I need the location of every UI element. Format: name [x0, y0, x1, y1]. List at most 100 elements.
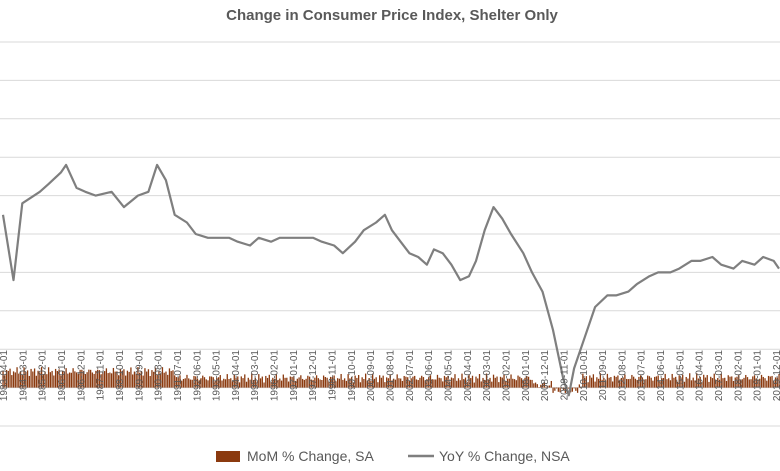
mom-bar: [4, 375, 6, 388]
mom-bar: [251, 373, 253, 388]
x-tick-label: 1997-01-01: [289, 350, 300, 402]
x-tick-label: 1999-10-01: [347, 350, 358, 402]
mom-bar: [622, 377, 624, 388]
mom-bar: [270, 381, 272, 388]
mom-bar: [210, 376, 213, 388]
mom-bar: [473, 382, 475, 388]
mom-bar: [147, 369, 150, 388]
mom-bar: [776, 377, 778, 388]
mom-bar: [400, 378, 402, 388]
mom-bar: [750, 379, 752, 388]
mom-bar: [452, 378, 454, 388]
mom-bar: [689, 373, 691, 388]
mom-bar: [245, 381, 248, 388]
mom-bar: [703, 374, 705, 388]
mom-bar: [156, 374, 158, 388]
legend-mom-label: MoM % Change, SA: [247, 448, 374, 464]
x-axis-ticks: 1983-04-01 1984-03-01 1985-02-01 1986-01-01…: [0, 350, 780, 402]
mom-bar: [499, 376, 502, 388]
mom-bar: [638, 376, 640, 388]
mom-bar: [443, 375, 446, 388]
mom-bar: [118, 375, 120, 388]
mom-bar: [252, 379, 255, 388]
mom-bar: [18, 373, 20, 388]
mom-bar: [86, 372, 88, 388]
mom-bar: [237, 376, 239, 388]
mom-bar: [340, 373, 342, 388]
mom-bar: [645, 379, 647, 388]
x-tick-label: 2019-01-01: [753, 350, 764, 402]
mom-bar: [140, 370, 143, 388]
mom-bar: [760, 374, 763, 388]
mom-bar: [636, 379, 638, 388]
mom-bar: [517, 375, 519, 388]
mom-bar: [2, 370, 4, 388]
mom-bar: [414, 375, 416, 388]
mom-bar: [435, 379, 437, 388]
mom-bar: [524, 377, 526, 388]
mom-bar: [177, 377, 179, 388]
mom-bar: [626, 378, 628, 388]
mom-bar: [105, 368, 108, 388]
mom-bar: [571, 387, 574, 392]
mom-bar: [585, 376, 588, 388]
mom-bar: [109, 372, 111, 388]
mom-bar: [678, 375, 680, 388]
mom-bar: [116, 371, 118, 388]
mom-bar: [741, 379, 743, 388]
mom-bar: [729, 376, 731, 388]
mom-bar: [766, 380, 768, 388]
mom-bar: [207, 380, 209, 388]
x-tick-label: 2011-09-01: [598, 350, 609, 401]
mom-bar: [216, 377, 218, 388]
mom-bar: [266, 377, 269, 388]
mom-bar: [273, 378, 276, 388]
mom-bar: [219, 375, 221, 388]
mom-bar: [522, 380, 524, 388]
mom-bar: [748, 379, 750, 388]
mom-bar: [634, 378, 637, 388]
mom-bar: [231, 381, 234, 388]
mom-bar: [541, 383, 544, 388]
mom-bar: [668, 378, 670, 388]
mom-bar: [373, 378, 376, 388]
mom-bar: [640, 375, 642, 388]
mom-bar: [349, 378, 351, 388]
mom-bar: [174, 375, 176, 388]
mom-bar: [694, 380, 696, 388]
x-tick-label: 2016-04-01: [695, 350, 706, 402]
mom-bar: [459, 380, 461, 388]
mom-bar: [496, 376, 498, 388]
mom-bar: [221, 380, 223, 388]
mom-bar: [482, 377, 484, 388]
mom-bar: [407, 377, 409, 388]
x-tick-label: 1987-11-01: [96, 350, 107, 401]
mom-bar: [505, 380, 507, 388]
mom-bar: [461, 373, 463, 388]
mom-bar: [35, 375, 37, 388]
mom-bar: [365, 373, 367, 388]
mom-bar: [135, 373, 137, 388]
mom-bar: [249, 379, 251, 388]
mom-bar: [265, 375, 267, 388]
mom-bar: [75, 372, 78, 388]
mom-bar: [226, 374, 228, 388]
x-tick-label: 2009-11-01: [559, 350, 570, 401]
mom-bar: [415, 379, 418, 388]
mom-bar: [394, 379, 397, 388]
mom-bar: [380, 377, 383, 388]
mom-bar: [308, 376, 311, 388]
mom-bar: [753, 375, 756, 388]
mom-bar: [51, 370, 53, 388]
legend: MoM % Change, SA YoY % Change, NSA: [216, 448, 570, 464]
x-tick-label: 1986-12-01: [76, 350, 87, 402]
x-tick-label: 2019-12-01: [772, 350, 780, 402]
mom-bar: [757, 379, 759, 388]
mom-bar: [25, 372, 27, 388]
mom-bar: [713, 373, 715, 388]
mom-bar: [731, 376, 733, 388]
mom-bar: [258, 374, 260, 388]
mom-bar: [618, 380, 621, 388]
mom-bar: [774, 377, 777, 388]
mom-bar: [491, 381, 493, 388]
